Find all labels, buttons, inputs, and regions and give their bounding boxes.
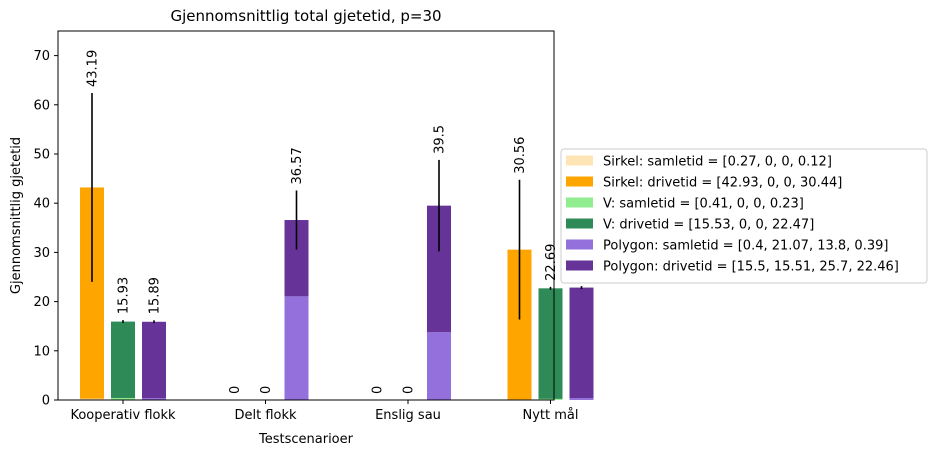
legend: Sirkel: samletid = [0.27, 0, 0, 0.12] Sir…: [560, 148, 928, 284]
y-tick-label: 0: [42, 394, 50, 409]
y-tick-label: 10: [33, 344, 50, 359]
bar-polygon-samletid-2: [427, 332, 451, 400]
legend-item: Polygon: drivetid = [15.5, 15.51, 25.7, …: [566, 260, 899, 275]
x-tick-label: Kooperativ flokk: [70, 408, 176, 423]
y-tick-label: 70: [33, 49, 50, 64]
bar-label-polygon-2: 39.5: [433, 125, 448, 154]
bar-label-sirkel-2: 0: [371, 386, 386, 394]
legend-item: V: drivetid = [15.53, 0, 0, 22.47]: [566, 218, 814, 233]
legend-item: Polygon: samletid = [0.4, 21.07, 13.8, 0…: [566, 239, 888, 254]
legend-label: Sirkel: samletid = [0.27, 0, 0, 0.12]: [603, 155, 832, 170]
bar-label-v-2: 0: [402, 386, 417, 394]
bar-label-sirkel-0: 43.19: [86, 50, 101, 87]
x-tick-label: Nytt mål: [523, 408, 579, 423]
y-tick-label: 30: [33, 246, 50, 261]
x-axis: Kooperativ flokk Delt flokk Enslig sau Nytt…: [70, 400, 579, 423]
legend-swatch: [566, 176, 593, 187]
x-tick-label: Enslig sau: [375, 408, 441, 423]
bar-polygon-samletid-3: [569, 398, 594, 400]
bar-v-samletid-0: [111, 397, 135, 400]
bar-polygon-samletid-1: [284, 296, 309, 400]
y-tick-label: 60: [33, 98, 50, 113]
legend-swatch: [566, 218, 593, 229]
legend-label: V: drivetid = [15.53, 0, 0, 22.47]: [603, 218, 814, 233]
y-axis: 0 10 20 30 40 50 60 70: [33, 49, 58, 409]
bar-sirkel-samletid-0: [80, 398, 104, 400]
y-tick-label: 40: [33, 197, 50, 212]
bar-polygon-samletid-0: [142, 398, 166, 400]
bar-label-sirkel-1: 0: [228, 386, 243, 394]
legend-swatch: [566, 239, 593, 250]
bar-label-v-1: 0: [259, 386, 274, 394]
chart-title: Gjennomsnittlig total gjetetid, p=30: [170, 7, 441, 25]
legend-label: Polygon: samletid = [0.4, 21.07, 13.8, 0…: [603, 239, 888, 254]
bar-polygon-drivetid-3: [569, 287, 594, 399]
legend-frame: [560, 148, 928, 284]
legend-swatch: [566, 197, 593, 208]
bars-layer: [80, 92, 594, 400]
bar-label-v-0: 15.93: [117, 277, 132, 314]
y-tick-label: 20: [33, 295, 50, 310]
bar-labels-layer: 43.190030.5615.930022.6915.8936.5739.522…: [86, 50, 591, 394]
x-axis-label: Testscenarioer: [258, 432, 354, 447]
legend-label: V: samletid = [0.41, 0, 0, 0.23]: [603, 197, 804, 212]
legend-item: Sirkel: drivetid = [42.93, 0, 0, 30.44]: [566, 176, 842, 191]
plot-frame: [57, 30, 555, 401]
legend-item: Sirkel: samletid = [0.27, 0, 0, 0.12]: [566, 155, 832, 170]
bar-v-drivetid-3: [538, 288, 563, 399]
bar-polygon-drivetid-0: [142, 321, 166, 399]
legend-label: Polygon: drivetid = [15.5, 15.51, 25.7, …: [603, 260, 899, 275]
bar-label-sirkel-3: 30.56: [513, 137, 528, 174]
bar-label-v-3: 22.69: [544, 244, 559, 281]
y-axis-label: Gjennomsnittlig gjetetid: [9, 137, 24, 294]
legend-label: Sirkel: drivetid = [42.93, 0, 0, 30.44]: [603, 176, 842, 191]
legend-swatch: [566, 260, 593, 271]
legend-item: V: samletid = [0.41, 0, 0, 0.23]: [566, 197, 804, 212]
bar-v-drivetid-0: [111, 321, 135, 398]
bar-label-polygon-1: 36.57: [290, 147, 305, 184]
legend-swatch: [566, 155, 593, 166]
bar-v-samletid-3: [538, 398, 563, 400]
bar-label-polygon-0: 15.89: [148, 277, 163, 314]
y-tick-label: 50: [33, 148, 50, 163]
x-tick-label: Delt flokk: [234, 408, 297, 423]
